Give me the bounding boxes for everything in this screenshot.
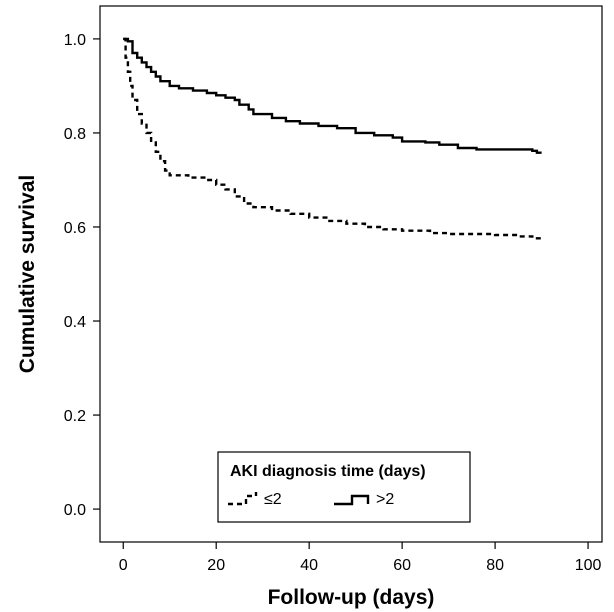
y-tick-label: 0.0 — [64, 502, 86, 519]
x-tick-label: 60 — [393, 557, 411, 574]
y-axis-title: Cumulative survival — [16, 175, 39, 373]
series-line-le2 — [123, 37, 542, 240]
x-tick-label: 80 — [486, 557, 504, 574]
y-tick-label: 0.8 — [64, 126, 86, 143]
plot-frame — [99, 5, 603, 543]
y-tick-label: 0.4 — [64, 314, 86, 331]
legend-title: AKI diagnosis time (days) — [230, 463, 426, 480]
x-axis-title: Follow-up (days) — [268, 586, 435, 609]
legend-label-gt2: >2 — [376, 491, 394, 508]
legend-box — [217, 451, 471, 523]
series-layer — [123, 37, 542, 240]
x-tick-label: 0 — [119, 557, 128, 574]
legend-swatch-gt2 — [334, 494, 370, 506]
y-tick-label: 0.2 — [64, 408, 86, 425]
legend-label-le2: ≤2 — [264, 491, 282, 508]
x-axis: 0 20 40 60 80 100 — [119, 542, 602, 574]
series-line-gt2 — [123, 37, 542, 154]
y-tick-label: 1.0 — [64, 32, 86, 49]
x-tick-label: 40 — [300, 557, 318, 574]
x-tick-label: 100 — [575, 557, 602, 574]
y-tick-label: 0.6 — [64, 220, 86, 237]
legend: AKI diagnosis time (days) ≤2 >2 — [217, 451, 471, 523]
legend-swatch-le2 — [228, 492, 258, 506]
x-tick-label: 20 — [207, 557, 225, 574]
y-axis: 0.0 0.2 0.4 0.6 0.8 1.0 — [64, 32, 100, 519]
